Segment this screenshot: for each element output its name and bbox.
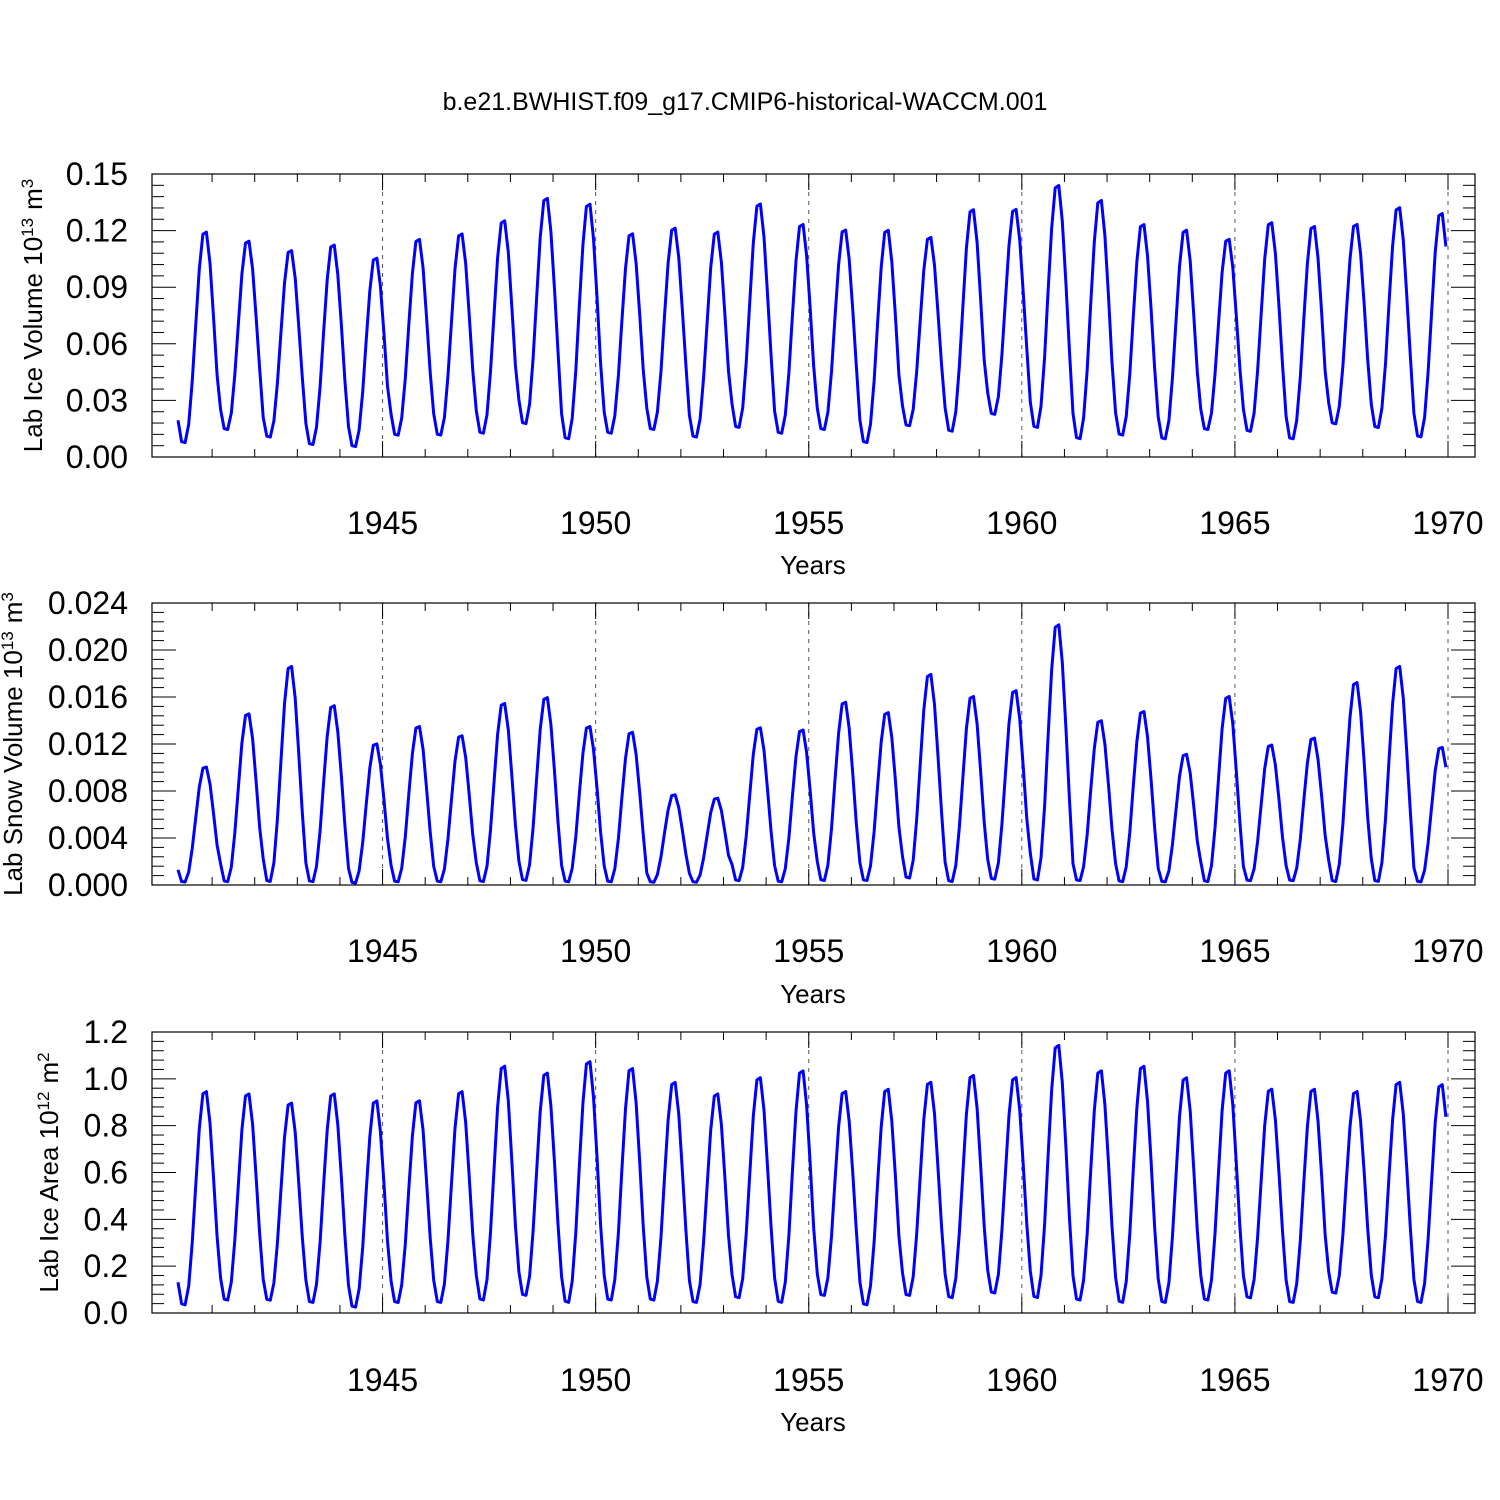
y-tick-label: 0.008: [48, 773, 128, 809]
y-tick-label: 0.020: [48, 632, 128, 668]
x-tick-label: 1960: [986, 933, 1057, 969]
panel-3: 1945 1950 1955 1960 1965 1970 Years 0.0 0.2 0.4 0.…: [34, 1014, 1484, 1437]
x-tick-label: 1955: [773, 1362, 844, 1398]
x-tick-label: 1960: [986, 1362, 1057, 1398]
y-axis-label: Lab Snow Volume 1013m3: [0, 592, 28, 896]
y-tick-label: 0.09: [66, 269, 128, 305]
x-tick-label: 1970: [1412, 1362, 1483, 1398]
x-tick-label: 1950: [560, 933, 631, 969]
y-axis-label: Lab Ice Volume 1013m3: [18, 179, 49, 452]
series-line: [176, 623, 1448, 885]
x-axis-label: Years: [780, 1407, 846, 1437]
y-tick-label: 1.0: [84, 1061, 128, 1097]
y-tick-label: 0.15: [66, 156, 128, 192]
figure-title: b.e21.BWHIST.f09_g17.CMIP6-historical-WA…: [443, 88, 1048, 116]
plot-frame: [151, 173, 1476, 458]
x-tick-label: 1945: [347, 1362, 418, 1398]
y-tick-label: 0.8: [84, 1108, 128, 1144]
x-tick-label: 1960: [986, 505, 1057, 541]
y-axis-label: Lab Ice Area 1012m2: [34, 1052, 65, 1292]
x-tick-label: 1950: [560, 505, 631, 541]
x-tick-label: 1950: [560, 1362, 631, 1398]
x-tick-label: 1970: [1412, 505, 1483, 541]
y-tick-label: 0.06: [66, 326, 128, 362]
x-tick-label: 1970: [1412, 933, 1483, 969]
series-line: [176, 184, 1448, 448]
y-tick-label: 0.000: [48, 867, 128, 903]
x-tick-label: 1945: [347, 505, 418, 541]
y-tick-label: 1.2: [84, 1014, 128, 1050]
y-tick-label: 0.00: [66, 439, 128, 475]
x-axis-label: Years: [780, 550, 846, 580]
x-tick-label: 1965: [1199, 933, 1270, 969]
x-axis-label: Years: [780, 979, 846, 1009]
x-tick-label: 1955: [773, 505, 844, 541]
y-tick-label: 0.0: [84, 1295, 128, 1331]
y-tick-label: 0.12: [66, 213, 128, 249]
panel-2: 1945 1950 1955 1960 1965 1970 Years 0.000 0.004 0…: [0, 585, 1484, 1009]
x-tick-label: 1965: [1199, 1362, 1270, 1398]
plot-frame: [151, 1031, 1476, 1314]
y-tick-label: 0.004: [48, 820, 128, 856]
y-tick-label: 0.4: [84, 1201, 128, 1237]
y-tick-label: 0.016: [48, 679, 128, 715]
panels-container: 1945 1950 1955 1960 1965 1970 Years 0.00 0.03 0.0…: [0, 156, 1484, 1437]
y-tick-label: 0.6: [84, 1155, 128, 1191]
series-line: [176, 1043, 1448, 1309]
x-tick-label: 1955: [773, 933, 844, 969]
y-tick-label: 0.03: [66, 382, 128, 418]
y-tick-label: 0.2: [84, 1248, 128, 1284]
y-tick-label: 0.012: [48, 726, 128, 762]
panel-1: 1945 1950 1955 1960 1965 1970 Years 0.00 0.03 0.0…: [18, 156, 1484, 580]
y-tick-label: 0.024: [48, 585, 128, 621]
x-tick-label: 1965: [1199, 505, 1270, 541]
x-tick-label: 1945: [347, 933, 418, 969]
